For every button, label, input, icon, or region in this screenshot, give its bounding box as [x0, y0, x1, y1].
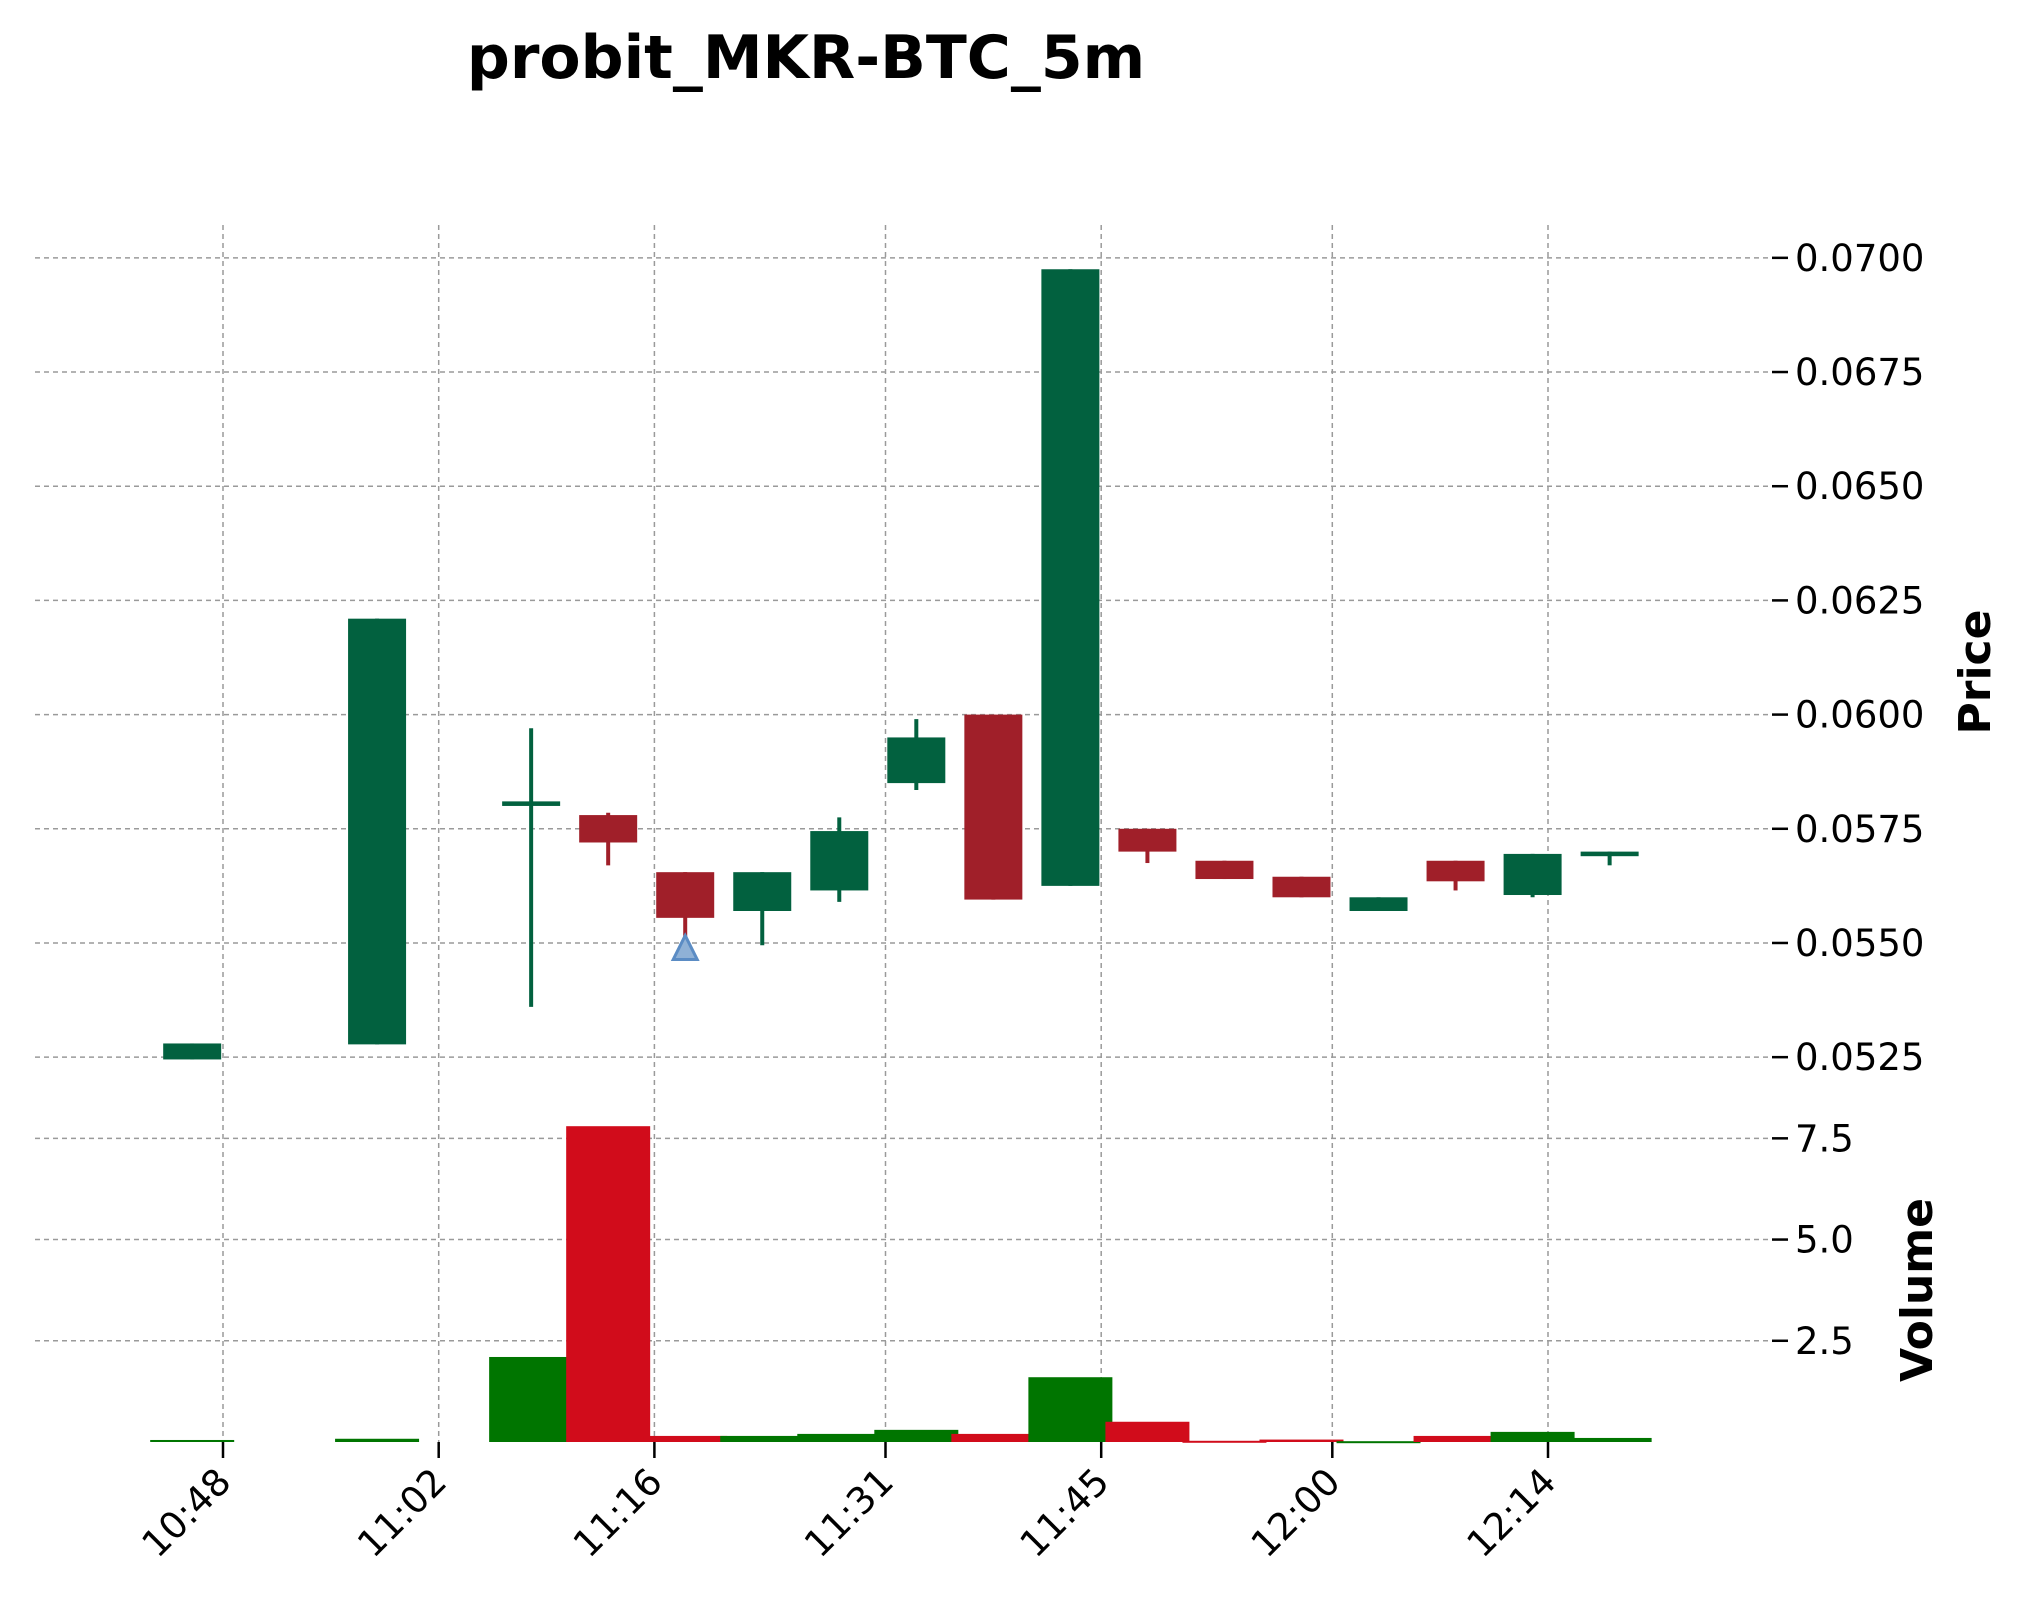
candle-body [1118, 828, 1177, 852]
candle-body [348, 618, 407, 1045]
grid-layer [35, 225, 1772, 1442]
time-tick-label: 11:02 [349, 1460, 455, 1566]
volume-axis-label: Volume [1892, 1198, 1943, 1382]
volume-bar [643, 1435, 728, 1442]
volume-bar [874, 1429, 959, 1442]
volume-bar [1259, 1439, 1344, 1442]
price-axis-label: Price [1950, 610, 2001, 735]
volume-bar [1567, 1437, 1652, 1442]
time-tick-label: 10:48 [134, 1460, 240, 1566]
volume-layer [150, 1126, 1652, 1444]
candle-layer [163, 269, 1639, 1060]
candle-body [579, 815, 638, 843]
volume-bar [150, 1439, 235, 1442]
time-tick-label: 11:16 [565, 1460, 671, 1566]
candle-body [656, 872, 715, 918]
candle-body [964, 714, 1023, 900]
candle-body [887, 737, 946, 784]
volume-bar [335, 1438, 420, 1442]
time-tick-label: 11:45 [1012, 1460, 1118, 1566]
volume-bar [720, 1435, 805, 1442]
price-tick-label: 0.0575 [1795, 808, 1924, 851]
volume-bar [1413, 1435, 1498, 1442]
candle-body [810, 831, 869, 891]
chart-title: probit_MKR-BTC_5m [467, 23, 1145, 93]
volume-bar [1336, 1441, 1421, 1444]
candle-body [1272, 876, 1331, 898]
candle-body [1580, 851, 1639, 857]
volume-tick-label: 2.5 [1795, 1320, 1854, 1363]
candle-body [1349, 897, 1408, 911]
volume-bar [1028, 1377, 1113, 1442]
candle-body [1195, 860, 1254, 880]
price-tick-label: 0.0525 [1795, 1036, 1924, 1079]
volume-tick-label: 7.5 [1795, 1117, 1854, 1160]
candle-body [733, 872, 792, 911]
time-tick-label: 11:31 [796, 1460, 902, 1566]
volume-bar [1105, 1421, 1190, 1442]
time-tick-label: 12:14 [1459, 1460, 1565, 1566]
marker-layer [670, 932, 700, 962]
price-tick-label: 0.0675 [1795, 351, 1924, 394]
price-tick-label: 0.0650 [1795, 465, 1924, 508]
buy-marker [670, 932, 700, 962]
price-tick-label: 0.0625 [1795, 579, 1924, 622]
candle-body [502, 801, 561, 806]
volume-bar [566, 1126, 651, 1442]
volume-bar [797, 1433, 882, 1442]
volume-bar [489, 1356, 574, 1442]
candle-body [1041, 269, 1100, 886]
volume-bar [1490, 1431, 1575, 1442]
price-tick-label: 0.0600 [1795, 694, 1924, 737]
price-tick-label: 0.0700 [1795, 237, 1924, 280]
candle-body [1426, 860, 1485, 882]
candle-body [1503, 853, 1562, 896]
volume-tick-label: 5.0 [1795, 1219, 1854, 1262]
price-tick-label: 0.0550 [1795, 922, 1924, 965]
time-tick-label: 12:00 [1243, 1460, 1349, 1566]
volume-bar [951, 1433, 1036, 1442]
candle-body [163, 1043, 222, 1060]
volume-bar [1182, 1440, 1267, 1443]
